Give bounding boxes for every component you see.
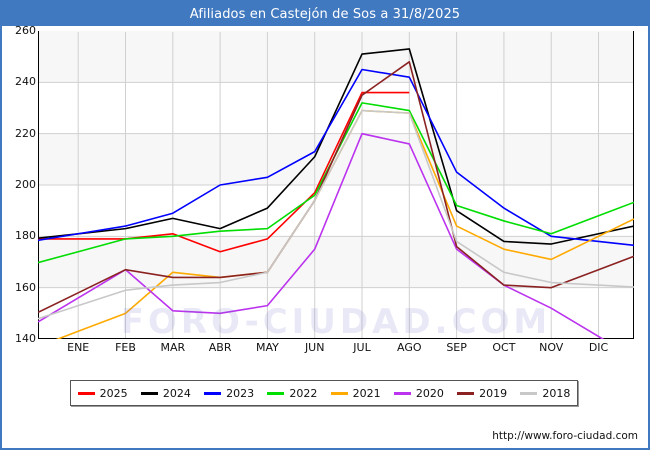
legend-label: 2022 — [289, 386, 318, 400]
x-axis-tick: AGO — [397, 341, 422, 354]
y-axis-tick: 200 — [15, 178, 36, 191]
legend-item-2018[interactable]: 2018 — [520, 387, 570, 400]
x-axis-labels: ENE FEB MAR ABR MAY JUN JUL AGO SEP OCT NOV DIC — [38, 341, 634, 359]
legend-swatch-icon — [267, 391, 285, 395]
legend-item-2024[interactable]: 2024 — [140, 386, 191, 400]
plot-bands — [39, 31, 633, 288]
x-axis-tick: ABR — [208, 341, 232, 354]
legend-swatch-icon — [204, 391, 222, 395]
legend-swatch-icon — [330, 391, 348, 395]
legend-label: 2018 — [542, 386, 571, 400]
series-line — [38, 109, 634, 320]
plot-area — [38, 31, 634, 339]
chart-canvas — [38, 31, 634, 339]
y-axis-tick: 220 — [15, 126, 36, 140]
legend-label: 2025 — [99, 386, 128, 400]
legend-swatch-icon — [520, 391, 538, 395]
series-line — [38, 48, 634, 245]
x-axis-tick: MAR — [160, 341, 186, 354]
series-line — [38, 91, 410, 253]
legend-swatch-icon — [393, 391, 411, 395]
legend-swatch-icon — [77, 391, 95, 395]
chart-legend: 2025 2024 2023 2022 2021 2020 2019 2018 — [70, 380, 578, 406]
legend-item-2023[interactable]: 2023 — [204, 387, 254, 400]
series-line — [38, 132, 605, 339]
x-axis-tick: OCT — [492, 341, 516, 354]
legend-label: 2021 — [352, 386, 381, 400]
series-line — [38, 60, 634, 314]
y-axis-tick: 240 — [15, 75, 36, 89]
source-url: http://www.foro-ciudad.com — [492, 430, 638, 442]
legend-swatch-icon — [457, 391, 475, 395]
legend-label: 2023 — [226, 386, 255, 400]
x-axis-tick: JUL — [353, 341, 371, 354]
data-series — [38, 48, 634, 339]
legend-item-2021[interactable]: 2021 — [330, 386, 381, 400]
legend-label: 2020 — [415, 386, 444, 400]
legend-item-2022[interactable]: 2022 — [267, 387, 317, 400]
x-axis-tick: FEB — [115, 341, 136, 354]
legend-item-2020[interactable]: 2020 — [393, 386, 444, 400]
legend-swatch-icon — [140, 391, 158, 395]
legend-label: 2024 — [162, 386, 191, 400]
x-axis-tick: MAY — [255, 341, 279, 354]
y-axis-tick: 140 — [15, 332, 36, 345]
y-axis-labels: 140 160 180 200 220 240 260 — [2, 24, 36, 345]
y-axis-tick: 160 — [15, 280, 36, 294]
window-title-bar: Afiliados en Castejón de Sos a 31/8/2025 — [2, 2, 648, 26]
x-axis-tick: SEP — [446, 341, 467, 354]
x-axis-tick: DIC — [588, 341, 609, 354]
x-axis-tick: NOV — [539, 341, 564, 354]
y-axis-tick: 180 — [15, 229, 36, 243]
x-axis-tick: ENE — [67, 341, 90, 354]
legend-label: 2019 — [479, 386, 508, 400]
page-title: Afiliados en Castejón de Sos a 31/8/2025 — [189, 6, 461, 22]
legend-item-2025[interactable]: 2025 — [77, 386, 128, 400]
y-axis-tick: 260 — [15, 24, 36, 37]
legend-item-2019[interactable]: 2019 — [457, 387, 507, 400]
x-axis-tick: JUN — [304, 341, 325, 354]
